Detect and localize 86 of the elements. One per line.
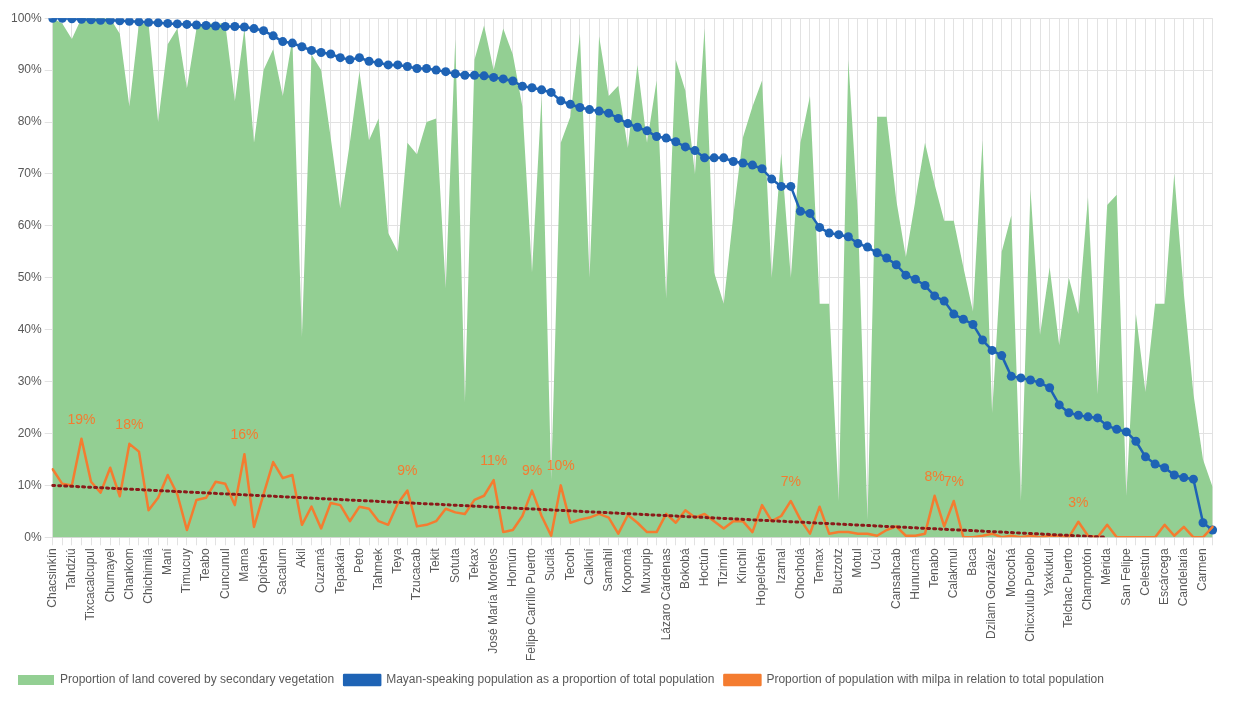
y-tick-label: 30% <box>17 373 43 388</box>
x-tick-label: Tenabo <box>926 547 941 588</box>
x-tick-label: Chichimilá <box>140 547 155 604</box>
x-tick-label: Calakmul <box>946 548 961 599</box>
legend-label: Proportion of population with milpa in relation to total population <box>766 672 1104 687</box>
x-tick-label: Carmen <box>1195 548 1210 591</box>
x-tick-label: Temax <box>811 548 826 584</box>
x-tick-label: Chacsinkín <box>45 548 59 608</box>
y-tick-label: 100% <box>10 10 43 25</box>
x-tick-label: Maní <box>160 547 175 575</box>
x-tick-label: Homún <box>505 548 520 587</box>
x-tick-label: Hoctún <box>696 548 711 587</box>
x-tick-label: Sucilá <box>543 547 558 581</box>
x-tick-label: Motul <box>850 548 865 578</box>
x-tick-label: Teya <box>390 547 405 574</box>
x-tick-label: Telchac Puerto <box>1061 547 1076 628</box>
x-tick-label: Champotón <box>1080 548 1095 611</box>
data-label: 19% <box>67 410 96 427</box>
y-tick-label: 60% <box>17 218 43 233</box>
x-tick-label: Cuncunul <box>217 548 232 599</box>
x-tick-label: Kopomá <box>620 547 635 593</box>
x-tick-label: Buctzotz <box>831 548 846 595</box>
y-tick-label: 0% <box>24 529 43 544</box>
x-tick-label: Tahdziú <box>64 548 79 590</box>
x-tick-label: Timucuy <box>179 548 194 594</box>
y-tick-label: 80% <box>17 114 43 129</box>
x-tick-label: Tekax <box>466 548 481 580</box>
x-tick-label: Sotuta <box>447 547 462 583</box>
data-label: 18% <box>115 415 144 432</box>
x-tick-label: Peto <box>351 547 366 573</box>
x-tick-label: Samahil <box>600 548 615 592</box>
x-tick-label: Calkiní <box>581 547 596 585</box>
y-tick-label: 40% <box>17 321 43 336</box>
x-tick-label: Felipe Carrillo Puerto <box>524 547 539 662</box>
x-tick-label: Bokobá <box>677 547 692 589</box>
x-tick-label: Tahmek <box>370 547 385 591</box>
x-tick-label: Mama <box>236 547 251 582</box>
data-label: 11% <box>480 452 508 469</box>
data-label: 3% <box>1068 493 1089 510</box>
x-tick-label: San Felipe <box>1118 547 1133 606</box>
x-tick-label: Tixcacalcupul <box>83 548 98 621</box>
x-tick-label: Cansahcab <box>888 547 903 610</box>
x-tick-label: Tzucacab <box>409 547 424 601</box>
x-tick-label: Muxupip <box>639 547 654 594</box>
x-tick-label: Escárcega <box>1156 547 1171 605</box>
x-tick-label: Candelaria <box>1176 547 1191 607</box>
x-tick-label: Baca <box>965 547 980 576</box>
x-tick-label: Tizimín <box>716 548 731 587</box>
x-tick-label: Chankom <box>121 548 136 600</box>
x-tick-label: Teabo <box>198 547 213 581</box>
x-tick-label: Kinchil <box>735 548 750 584</box>
x-tick-label: Lázaro Cárdenas <box>658 548 673 641</box>
x-tick-label: Tecoh <box>562 548 577 581</box>
x-tick-label: Mocochá <box>1003 547 1018 597</box>
data-label: 8% <box>924 467 945 484</box>
data-label: 7% <box>780 472 801 489</box>
x-tick-label: Tepakán <box>332 548 347 594</box>
x-tick-label: Mérida <box>1099 547 1114 585</box>
x-tick-label: Chumayel <box>102 548 117 603</box>
y-tick-label: 20% <box>17 425 43 440</box>
x-tick-label: Ucú <box>869 548 884 570</box>
x-tick-label: Hopelchén <box>754 548 769 606</box>
legend-label: Proportion of land covered by secondary vegetation <box>60 672 335 687</box>
x-tick-label: Hunucmá <box>907 547 922 600</box>
y-tick-label: 50% <box>17 270 43 285</box>
data-label: 10% <box>546 457 575 474</box>
x-tick-label: Izamal <box>773 548 788 584</box>
x-tick-label: José María Morelos <box>485 548 500 654</box>
data-label: 9% <box>521 462 543 479</box>
data-label: 9% <box>397 462 418 479</box>
x-tick-label: Dzilam González <box>984 548 999 639</box>
x-tick-label: Celestún <box>1137 548 1152 596</box>
x-tick-label: Opichén <box>255 548 270 593</box>
x-tick-label: Tekit <box>428 547 443 573</box>
x-tick-label: Cuzamá <box>313 547 328 593</box>
x-tick-label: Sacalum <box>275 548 290 595</box>
y-tick-label: 70% <box>17 166 43 181</box>
y-tick-label: 90% <box>17 62 43 77</box>
y-tick-label: 10% <box>17 477 43 492</box>
x-tick-label: Akil <box>294 548 309 568</box>
data-label: 16% <box>230 426 259 443</box>
legend-label: Mayan-speaking population as a proportion of total population <box>386 672 715 687</box>
x-tick-label: Yaxkukul <box>1041 548 1056 597</box>
x-tick-label: Chocholá <box>792 547 807 599</box>
data-label: 7% <box>943 472 964 489</box>
x-tick-label: Chicxulub Pueblo <box>1022 547 1037 642</box>
